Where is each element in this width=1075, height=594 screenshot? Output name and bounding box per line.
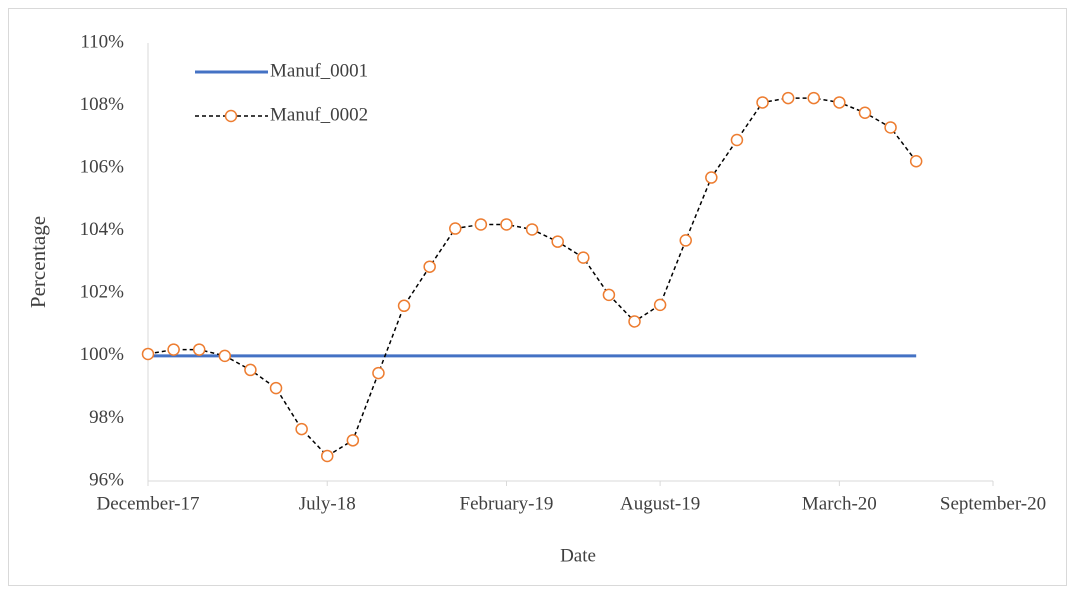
point-marker [141, 347, 155, 361]
x-tick-label: September-20 [940, 493, 1046, 514]
point-marker [884, 121, 897, 134]
point-marker [807, 91, 821, 105]
point-marker [525, 223, 539, 236]
point-marker [244, 363, 257, 377]
point-marker [397, 299, 411, 313]
y-tick-label: 96% [89, 469, 124, 490]
legend-label: Manuf_0001 [270, 60, 368, 81]
point-marker [705, 171, 718, 184]
point-marker [320, 449, 334, 463]
point-marker [679, 234, 692, 247]
point-marker [781, 91, 795, 105]
point-marker [551, 235, 564, 248]
point-marker [858, 106, 872, 120]
y-tick-label: 106% [80, 157, 125, 178]
point-marker [346, 434, 360, 447]
x-tick-label: July-18 [299, 493, 356, 514]
point-marker [167, 343, 180, 356]
point-marker [372, 366, 385, 380]
point-marker [474, 218, 488, 231]
point-marker [602, 288, 616, 302]
y-tick-label: 104% [80, 219, 125, 240]
y-tick-label: 100% [80, 344, 125, 365]
x-tick-label: August-19 [620, 493, 700, 514]
point-marker [269, 381, 283, 395]
chart-frame [8, 8, 1067, 586]
point-marker [653, 298, 667, 312]
point-marker [909, 155, 923, 168]
legend-marker [224, 109, 238, 123]
point-marker [500, 218, 513, 231]
x-axis-label: Date [560, 545, 596, 566]
y-tick-label: 108% [80, 94, 125, 115]
y-tick-label: 110% [80, 31, 124, 52]
point-marker [730, 133, 744, 147]
point-marker [628, 315, 641, 328]
x-tick-label: February-19 [460, 493, 554, 514]
point-marker [449, 222, 462, 235]
point-marker [295, 422, 308, 436]
x-tick-label: December-17 [96, 493, 199, 514]
point-marker [833, 96, 846, 109]
point-marker [192, 343, 206, 356]
point-marker [577, 251, 590, 264]
legend-label: Manuf_0002 [270, 104, 368, 125]
x-tick-label: March-20 [802, 493, 877, 514]
point-marker [423, 260, 436, 273]
y-tick-label: 98% [89, 407, 124, 428]
point-marker [218, 349, 232, 363]
y-axis-label: Percentage [26, 216, 50, 308]
y-tick-label: 102% [80, 282, 125, 303]
point-marker [756, 96, 769, 109]
